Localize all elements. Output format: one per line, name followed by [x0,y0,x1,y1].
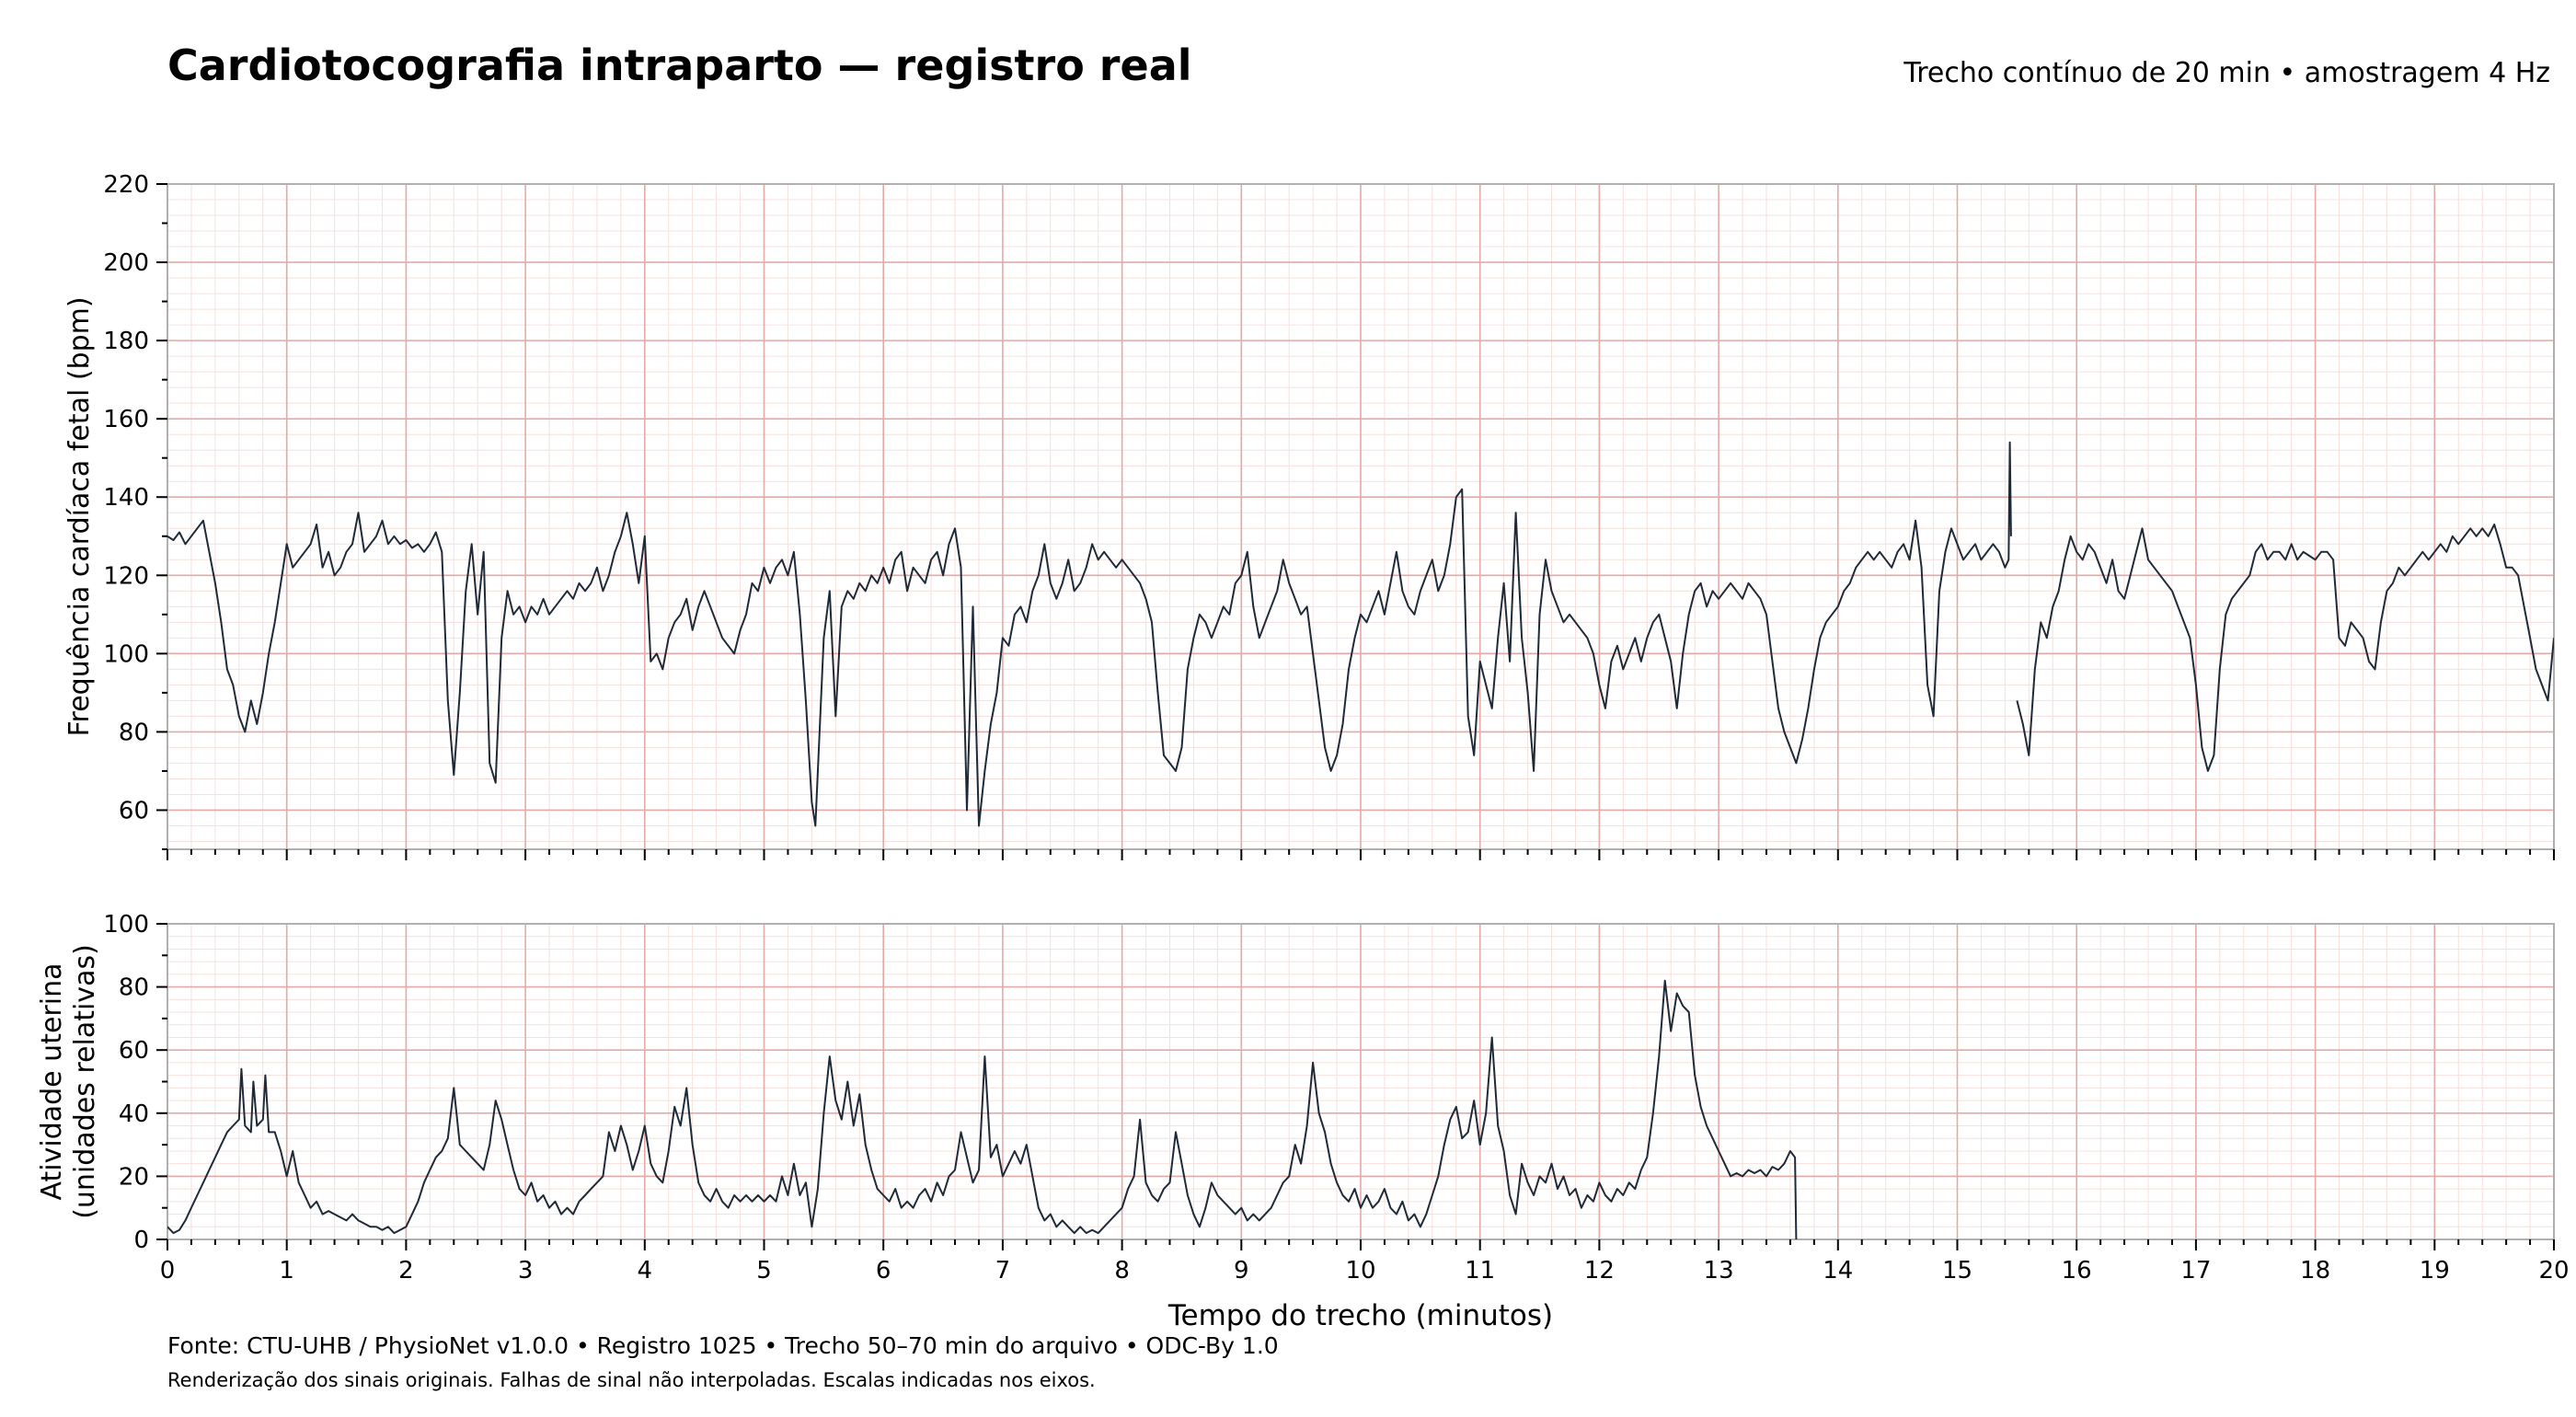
fhr-y-tick-label: 60 [119,797,149,824]
ua-x-tick-label: 7 [995,1257,1011,1285]
ua-y-tick-label: 80 [119,974,149,1002]
ua-series-line [167,979,1798,1239]
ua-y-tick-label: 20 [119,1163,149,1191]
ua-x-tick-label: 4 [638,1257,653,1285]
ua-y-tick-label: 60 [119,1037,149,1065]
ua-y-axis: 0 20 40 60 80 100 [103,911,167,1254]
ua-x-tick-label: 5 [756,1257,772,1285]
fhr-x-axis [167,849,2555,860]
fhr-y-tick-label: 80 [119,719,149,746]
ua-y-axis-label-line: (unidades relativas) [69,944,101,1219]
fhr-y-tick-label: 100 [103,640,149,668]
chart-title: Cardiotocografia intraparto — registro r… [167,40,1192,90]
ua-y-tick-label: 40 [119,1100,149,1128]
fhr-series-line [167,441,2012,827]
ua-x-tick-label: 11 [1465,1257,1495,1285]
ua-major-grid [167,923,2555,1240]
ua-series [167,979,1798,1239]
fhr-y-tick-label: 200 [103,249,149,277]
ua-x-tick-label: 13 [1704,1257,1734,1285]
fhr-major-grid [167,183,2555,849]
fhr-y-tick-label: 180 [103,328,149,355]
ua-x-tick-label: 3 [518,1257,534,1285]
fhr-y-tick-label: 220 [103,171,149,199]
ua-x-tick-label: 10 [1345,1257,1375,1285]
ua-x-tick-label: 8 [1114,1257,1130,1285]
fhr-series-line [2016,524,2554,772]
fhr-y-axis-label: Frequência cardíaca fetal (bpm) [63,296,96,736]
fhr-y-tick-label: 120 [103,562,149,590]
ua-x-tick-label: 1 [279,1257,294,1285]
ua-x-tick-label: 9 [1234,1257,1249,1285]
fhr-y-tick-label: 140 [103,484,149,512]
rendering-note: Renderização dos sinais originais. Falha… [167,1369,1096,1391]
ua-y-axis-label-line: Atividade uterina [36,963,68,1201]
ua-y-tick-label: 100 [103,911,149,939]
ua-x-tick-label: 19 [2420,1257,2450,1285]
fhr-panel: 60 80 100 120 140 160 180 200 220 Frequência card… [63,171,2555,860]
ua-x-tick-label: 14 [1823,1257,1853,1285]
ua-x-tick-label: 2 [398,1257,414,1285]
ua-y-tick-label: 0 [133,1227,149,1254]
ua-x-tick-label: 6 [876,1257,891,1285]
ua-x-axis-label: Tempo do trecho (minutos) [1167,1299,1553,1332]
ua-x-tick-label: 15 [1942,1257,1972,1285]
ua-x-tick-label: 12 [1584,1257,1615,1285]
fhr-y-tick-label: 160 [103,406,149,433]
ua-x-tick-label: 17 [2180,1257,2211,1285]
ua-x-tick-label: 0 [160,1257,176,1285]
fhr-series [167,441,2554,827]
fhr-y-axis: 60 80 100 120 140 160 180 200 220 [103,171,167,850]
ua-x-tick-label: 16 [2062,1257,2092,1285]
ua-x-tick-label: 18 [2300,1257,2330,1285]
ua-x-tick-label: 20 [2538,1257,2569,1285]
chart-subtitle: Trecho contínuo de 20 min • amostragem 4… [1903,57,2550,89]
source-footnote: Fonte: CTU-UHB / PhysioNet v1.0.0 • Regi… [167,1332,1279,1359]
